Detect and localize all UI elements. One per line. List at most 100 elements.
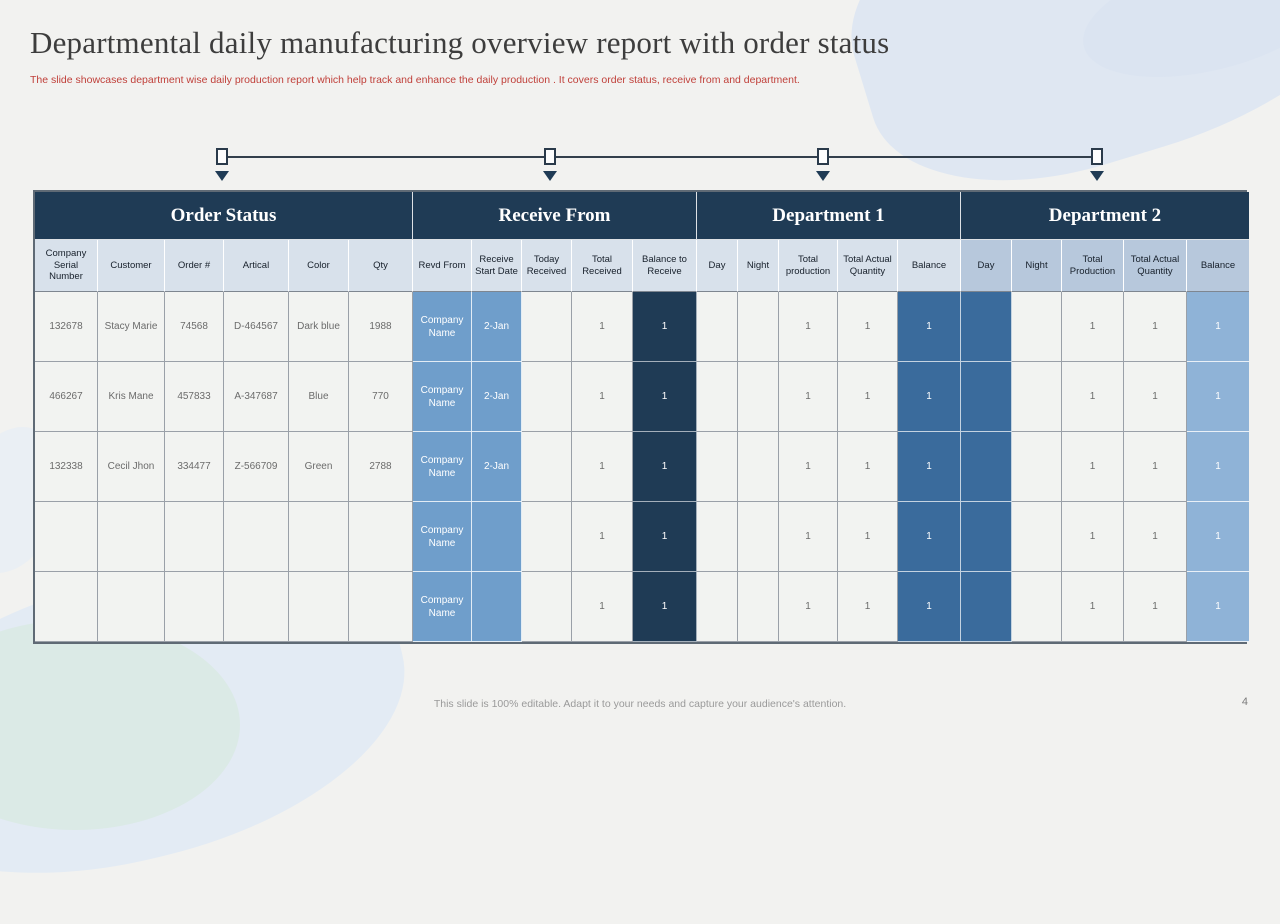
column-header: Receive Start Date [472,240,522,292]
table-cell: 1 [1124,362,1187,432]
column-header: Order # [165,240,224,292]
report-table: Order Status Receive From Department 1 Depa… [33,190,1249,644]
table-cell: 1 [1124,432,1187,502]
table-cell [522,572,572,642]
table-cell: 132338 [35,432,98,502]
table-cell: 1 [838,572,898,642]
table-cell: 1 [898,292,961,362]
column-header: Total Actual Quantity [838,240,898,292]
table-cell: 1 [838,362,898,432]
table-cell: Z-566709 [224,432,289,502]
column-header: Today Received [522,240,572,292]
table-cell [224,502,289,572]
marker-arrow-down-icon [215,171,229,181]
table-cell: D-464567 [224,292,289,362]
table-cell: 1 [898,502,961,572]
marker-square-icon [1091,148,1103,165]
table-cell [349,572,413,642]
table-cell: Kris Mane [98,362,165,432]
table-cell: 1 [779,292,838,362]
table-cell [697,502,738,572]
table-cell [1012,432,1062,502]
table-cell: 2-Jan [472,432,522,502]
table-cell: Stacy Marie [98,292,165,362]
table-cell: 2-Jan [472,292,522,362]
column-header: Qty [349,240,413,292]
marker-arrow-down-icon [543,171,557,181]
table-cell: Company Name [413,362,472,432]
table-cell [165,572,224,642]
column-header: Company Serial Number [35,240,98,292]
table-cell: 1 [572,292,633,362]
marker-square-icon [216,148,228,165]
table-cell: 1 [1062,502,1124,572]
page-title: Departmental daily manufacturing overvie… [30,25,890,60]
table-cell: 1 [1124,572,1187,642]
table-cell [738,432,779,502]
table-cell: 1 [1124,502,1187,572]
table-cell: 1 [838,292,898,362]
table-cell [961,502,1012,572]
table-cell [472,502,522,572]
table-cell [472,572,522,642]
table-cell: 1 [1187,572,1249,642]
table-cell: 74568 [165,292,224,362]
marker-arrow-down-icon [816,171,830,181]
marker-arrow-down-icon [1090,171,1104,181]
group-header-department-2: Department 2 [961,192,1249,240]
table-cell: Company Name [413,292,472,362]
table-cell [35,572,98,642]
table-cell: 1 [1062,432,1124,502]
table-cell: 1 [1187,292,1249,362]
marker-square-icon [544,148,556,165]
table-cell: 1 [1187,502,1249,572]
timeline-connector-line [222,156,1097,158]
table-cell [738,362,779,432]
column-header: Artical [224,240,289,292]
table-cell [697,432,738,502]
table-cell: 334477 [165,432,224,502]
table-cell: 1 [779,572,838,642]
table-cell [289,502,349,572]
table-cell: 1 [633,572,697,642]
column-header: Balance [898,240,961,292]
table-cell: 1 [633,292,697,362]
column-header: Total Production [1062,240,1124,292]
table-cell: Dark blue [289,292,349,362]
table-cell: 1 [1124,292,1187,362]
table-cell: 1 [1062,292,1124,362]
table-cell [697,292,738,362]
table-cell: 1 [1062,572,1124,642]
table-cell: 1 [633,432,697,502]
group-header-receive-from: Receive From [413,192,697,240]
column-header: Revd From [413,240,472,292]
column-header: Balance [1187,240,1249,292]
table-cell: 1 [572,362,633,432]
table-cell: 1 [898,572,961,642]
table-cell: Company Name [413,572,472,642]
table-cell: 1 [779,432,838,502]
table-cell: 2-Jan [472,362,522,432]
table-cell: 1 [1062,362,1124,432]
column-header: Day [961,240,1012,292]
table-cell [98,572,165,642]
column-header: Night [738,240,779,292]
table-cell: 457833 [165,362,224,432]
table-cell: 1 [838,432,898,502]
table-cell: 1 [779,362,838,432]
table-cell [35,502,98,572]
table-cell [697,572,738,642]
table-cell [738,292,779,362]
table-cell: 466267 [35,362,98,432]
table-cell: 1 [838,502,898,572]
column-header: Total production [779,240,838,292]
group-header-order-status: Order Status [35,192,413,240]
column-header: Customer [98,240,165,292]
table-cell: 1 [633,362,697,432]
table-cell: 1 [1187,432,1249,502]
table-cell: 1 [898,362,961,432]
table-cell [1012,362,1062,432]
table-cell [289,572,349,642]
table-cell [98,502,165,572]
table-cell: 132678 [35,292,98,362]
